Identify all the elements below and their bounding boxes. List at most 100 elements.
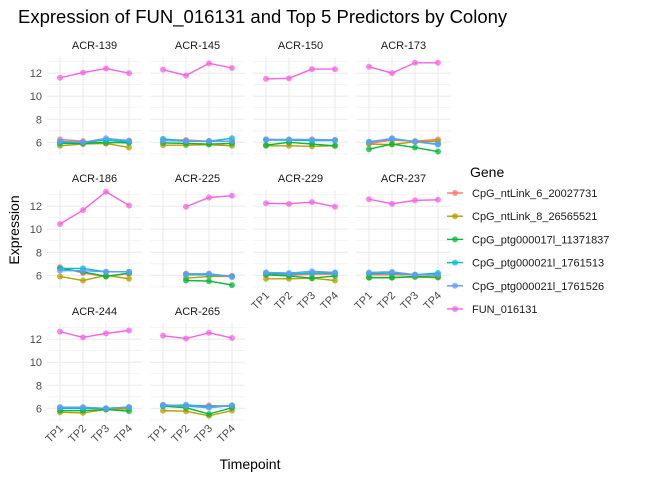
series-line xyxy=(162,139,232,142)
legend-label: CpG_ptg000021l_1761526 xyxy=(472,281,604,293)
legend-key-point xyxy=(452,259,458,266)
data-point xyxy=(57,138,63,145)
data-point xyxy=(160,401,166,408)
data-point xyxy=(126,327,132,334)
data-point xyxy=(183,72,189,79)
data-point xyxy=(435,196,441,203)
x-tick-label: TP4 xyxy=(112,423,135,446)
facet-panels: ACR-139 6 8 10 12 ACR-145 ACR-150 ACR-173 ACR-18… xyxy=(30,40,451,445)
data-point xyxy=(160,137,166,144)
series-line xyxy=(163,143,233,147)
data-point xyxy=(229,334,235,341)
series-line xyxy=(60,406,130,410)
x-tick-label: TP1 xyxy=(43,423,66,446)
data-point xyxy=(183,203,189,210)
legend-key-point xyxy=(452,306,458,312)
y-tick-label: 10 xyxy=(30,224,42,236)
series-line xyxy=(368,143,439,153)
x-axis-label: Timepoint xyxy=(220,456,281,472)
x-tick-label: TP2 xyxy=(169,423,192,446)
data-point xyxy=(57,328,63,335)
series-line xyxy=(60,141,130,145)
legend-label: CpG_ptg000021l_1761513 xyxy=(472,258,604,270)
data-point xyxy=(435,271,441,278)
legend-item: CpG_ptg000021l_1761513 xyxy=(447,258,604,270)
series-line xyxy=(368,271,438,276)
data-point xyxy=(286,200,292,207)
x-tick-label: TP2 xyxy=(375,290,398,313)
data-point xyxy=(286,75,292,82)
data-point xyxy=(57,273,63,280)
data-point xyxy=(57,221,63,228)
data-point xyxy=(103,188,109,195)
data-point xyxy=(183,138,189,145)
data-point xyxy=(80,207,86,214)
data-point xyxy=(103,405,109,412)
x-tick-label: TP1 xyxy=(352,290,375,313)
data-point xyxy=(206,404,212,411)
data-point xyxy=(103,330,109,337)
data-point xyxy=(103,268,109,275)
facet-panel: ACR-186 6 8 10 12 xyxy=(30,173,142,288)
data-point xyxy=(366,269,372,276)
series-line xyxy=(59,408,130,414)
facet-label: ACR-265 xyxy=(175,306,220,318)
data-point xyxy=(389,200,395,207)
series-line xyxy=(59,142,130,149)
series-line xyxy=(162,409,233,417)
data-point xyxy=(309,268,315,275)
data-point xyxy=(57,404,63,411)
data-point xyxy=(286,136,292,143)
facet-panel: ACR-150 xyxy=(253,40,348,155)
series-line xyxy=(265,68,335,80)
series-line xyxy=(369,275,439,279)
data-point xyxy=(160,407,166,414)
data-point xyxy=(332,137,338,144)
x-tick-label: TP3 xyxy=(398,290,421,313)
data-point xyxy=(126,275,132,282)
data-point xyxy=(332,269,338,276)
data-point xyxy=(103,65,109,72)
series-line xyxy=(162,62,233,77)
series-line xyxy=(59,274,130,282)
data-point xyxy=(229,192,235,199)
data-point xyxy=(229,402,235,409)
data-point xyxy=(80,267,86,274)
data-point xyxy=(80,277,86,284)
facet-label: ACR-145 xyxy=(175,40,220,52)
series-line xyxy=(368,198,439,205)
data-point xyxy=(126,202,132,209)
data-point xyxy=(332,203,338,210)
data-point xyxy=(263,75,269,82)
data-point xyxy=(412,144,418,151)
series-line xyxy=(59,137,130,144)
facet-label: ACR-237 xyxy=(381,173,426,185)
y-tick-label: 12 xyxy=(30,68,42,80)
data-point xyxy=(206,411,212,418)
data-point xyxy=(126,144,132,151)
legend-item: CpG_ptg000021l_1761526 xyxy=(447,281,604,293)
data-point xyxy=(206,194,212,201)
data-point xyxy=(229,274,235,281)
data-point xyxy=(126,268,132,275)
data-point xyxy=(389,141,395,148)
data-point xyxy=(389,268,395,275)
y-tick-label: 10 xyxy=(30,357,42,369)
series-line xyxy=(266,145,336,148)
legend-label: CpG_ntLink_6_20027731 xyxy=(472,188,597,200)
y-tick-label: 10 xyxy=(30,91,42,103)
data-point xyxy=(412,138,418,145)
data-point xyxy=(160,66,166,73)
data-point xyxy=(80,139,86,146)
series-line xyxy=(59,190,130,225)
facet-label: ACR-225 xyxy=(175,173,220,185)
y-tick-label: 6 xyxy=(36,270,42,282)
y-tick-label: 12 xyxy=(30,201,42,213)
data-point xyxy=(366,196,372,203)
legend-key-point xyxy=(452,236,458,243)
x-tick-label: TP4 xyxy=(318,290,341,313)
data-point xyxy=(126,70,132,77)
x-tick-label: TP3 xyxy=(295,290,318,313)
facet-label: ACR-244 xyxy=(72,306,117,318)
